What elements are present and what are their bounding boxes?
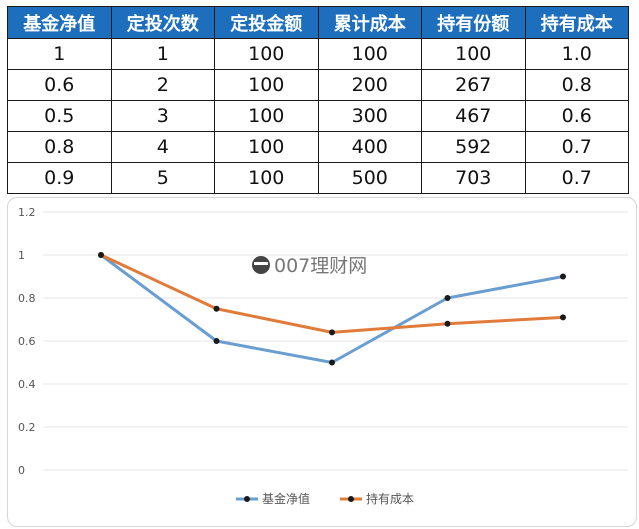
table-cell: 3: [110, 100, 215, 132]
table-cell: 5: [110, 162, 215, 194]
data-point: [444, 320, 451, 327]
table-row: 1 1 100 100 100 1.0: [7, 38, 629, 70]
y-tick-label: 1: [18, 249, 25, 262]
y-tick-label: 0.8: [18, 292, 36, 305]
table-cell: 0.8: [524, 69, 629, 101]
data-point: [213, 338, 220, 344]
column-header: 累计成本: [317, 6, 422, 39]
column-header: 定投次数: [110, 6, 215, 39]
table-cell: 1: [110, 38, 215, 70]
table-cell: 100: [421, 38, 526, 70]
y-tick-label: 0: [18, 464, 25, 477]
table-cell: 100: [214, 131, 319, 163]
data-point: [98, 252, 104, 258]
table-cell: 100: [214, 100, 319, 132]
table-cell: 267: [421, 69, 526, 101]
data-point: [560, 273, 566, 280]
table-row: 0.5 3 100 300 467 0.6: [7, 100, 629, 132]
table-cell: 0.9: [7, 162, 112, 194]
dca-table: 基金净值 定投次数 定投金额 累计成本 持有份额 持有成本 1 1 100 100 100 1.0 0…: [7, 6, 629, 194]
legend-marker: [244, 496, 250, 502]
column-header: 持有成本: [524, 6, 629, 39]
table-cell: 0.6: [524, 100, 629, 132]
table-cell: 100: [214, 38, 319, 70]
legend-label: 基金净值: [262, 491, 310, 506]
table-cell: 500: [317, 162, 422, 194]
data-point: [329, 329, 335, 336]
legend-label: 持有成本: [366, 491, 414, 506]
y-tick-label: 1.2: [18, 206, 36, 219]
table-row: 0.6 2 100 200 267 0.8: [7, 69, 629, 101]
table-row: 0.8 4 100 400 592 0.7: [7, 131, 629, 163]
watermark-text: 007理财网: [274, 255, 367, 277]
chart-panel: 0 0.2 0.4 0.6 0.8 1 1.2 007理财网基金净值 持有成本: [7, 197, 637, 527]
table-cell: 0.8: [7, 131, 112, 163]
table-cell: 0.6: [7, 69, 112, 101]
table-cell: 467: [421, 100, 526, 132]
table-cell: 1.0: [524, 38, 629, 70]
column-header: 持有份额: [421, 6, 526, 39]
table-row: 0.9 5 100 500 703 0.7: [7, 162, 629, 194]
table-cell: 400: [317, 131, 422, 163]
table-cell: 100: [214, 69, 319, 101]
column-header: 定投金额: [214, 6, 319, 39]
data-point: [329, 359, 335, 366]
table-cell: 4: [110, 131, 215, 163]
table-body: 1 1 100 100 100 1.0 0.6 2 100 200 267 0.8 0.5 3 100 300…: [7, 38, 629, 194]
table-cell: 0.5: [7, 100, 112, 132]
y-tick-label: 0.4: [18, 378, 36, 391]
table-header-row: 基金净值 定投次数 定投金额 累计成本 持有份额 持有成本: [7, 6, 629, 39]
data-point: [444, 295, 451, 301]
column-header: 基金净值: [7, 6, 112, 39]
table-cell: 200: [317, 69, 422, 101]
spy-mascot-icon: [252, 256, 270, 274]
table-cell: 0.7: [524, 131, 629, 163]
y-tick-label: 0.2: [18, 421, 36, 434]
table-cell: 100: [317, 38, 422, 70]
y-tick-label: 0.6: [18, 335, 36, 348]
legend-marker: [348, 496, 354, 502]
table-cell: 1: [7, 38, 112, 70]
table-cell: 0.7: [524, 162, 629, 194]
data-point: [560, 314, 566, 321]
table-cell: 300: [317, 100, 422, 132]
table-cell: 100: [214, 162, 319, 194]
table-cell: 703: [421, 162, 526, 194]
table-cell: 2: [110, 69, 215, 101]
table-cell: 592: [421, 131, 526, 163]
data-point: [213, 305, 220, 312]
